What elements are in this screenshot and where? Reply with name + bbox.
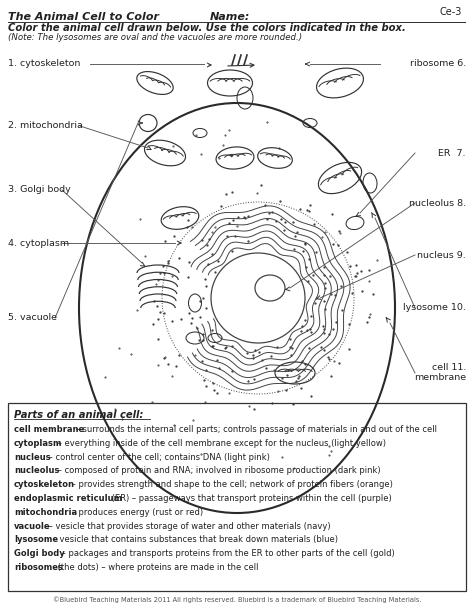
Text: nucleolus: nucleolus (14, 466, 59, 476)
Text: Color the animal cell drawn below. Use the colors indicated in the box.: Color the animal cell drawn below. Use t… (8, 23, 406, 33)
Text: 5. vacuole: 5. vacuole (8, 313, 57, 322)
Text: – provides strength and shape to the cell; network of protein fibers (orange): – provides strength and shape to the cel… (69, 480, 392, 489)
Text: membrane: membrane (414, 373, 466, 383)
Text: Golgi body: Golgi body (14, 549, 65, 558)
Text: ER  7.: ER 7. (438, 148, 466, 158)
Text: Parts of an animal cell:: Parts of an animal cell: (14, 410, 143, 420)
Text: nucleus 9.: nucleus 9. (417, 251, 466, 259)
Text: 4. cytoplasm: 4. cytoplasm (8, 238, 69, 248)
Text: The Animal Cell to Color: The Animal Cell to Color (8, 12, 159, 22)
Text: Name:: Name: (210, 12, 250, 22)
Text: – composed of protein and RNA; involved in ribosome production (dark pink): – composed of protein and RNA; involved … (55, 466, 381, 476)
Text: cell 11.: cell 11. (432, 364, 466, 373)
Text: nucleus: nucleus (14, 452, 51, 462)
Text: cytoplasm: cytoplasm (14, 439, 63, 448)
Text: cytoskeleton: cytoskeleton (14, 480, 75, 489)
Text: endoplasmic reticulum: endoplasmic reticulum (14, 494, 122, 503)
Text: – packages and transports proteins from the ER to other parts of the cell (gold): – packages and transports proteins from … (59, 549, 395, 558)
Text: (ER) – passageways that transport proteins within the cell (purple): (ER) – passageways that transport protei… (109, 494, 392, 503)
Bar (8, 403, 466, 591)
Text: ©Bluebird Teaching Materials 2011 All rights reserved. Bluebird is a trademark o: ©Bluebird Teaching Materials 2011 All ri… (53, 596, 421, 603)
Text: mitochondria: mitochondria (14, 508, 77, 517)
Text: 3. Golgi body: 3. Golgi body (8, 186, 71, 194)
Text: ribosome 6.: ribosome 6. (410, 59, 466, 69)
Text: lysosome: lysosome (14, 535, 58, 544)
Text: 1. cytoskeleton: 1. cytoskeleton (8, 59, 81, 69)
Text: 2. mitochondria: 2. mitochondria (8, 121, 83, 131)
Text: – surrounds the internal cell parts; controls passage of materials in and out of: – surrounds the internal cell parts; con… (73, 425, 437, 434)
Text: – vesicle that contains substances that break down materials (blue): – vesicle that contains substances that … (50, 535, 338, 544)
Text: (Note: The lysosomes are oval and the vacuoles are more rounded.): (Note: The lysosomes are oval and the va… (8, 33, 302, 42)
Text: lysosome 10.: lysosome 10. (403, 303, 466, 313)
Text: cell membrane: cell membrane (14, 425, 84, 434)
Text: – control center of the cell; contains DNA (light pink): – control center of the cell; contains D… (46, 452, 270, 462)
Text: ribosomes: ribosomes (14, 563, 63, 572)
Text: Ce-3: Ce-3 (439, 7, 462, 17)
Text: – everything inside of the cell membrane except for the nucleus (light yellow): – everything inside of the cell membrane… (55, 439, 386, 448)
Text: – vesicle that provides storage of water and other materials (navy): – vesicle that provides storage of water… (46, 522, 330, 531)
Text: vacuole: vacuole (14, 522, 51, 531)
Text: (the dots) – where proteins are made in the cell: (the dots) – where proteins are made in … (55, 563, 258, 572)
Text: nucleolus 8.: nucleolus 8. (409, 199, 466, 207)
Text: – produces energy (rust or red): – produces energy (rust or red) (69, 508, 203, 517)
